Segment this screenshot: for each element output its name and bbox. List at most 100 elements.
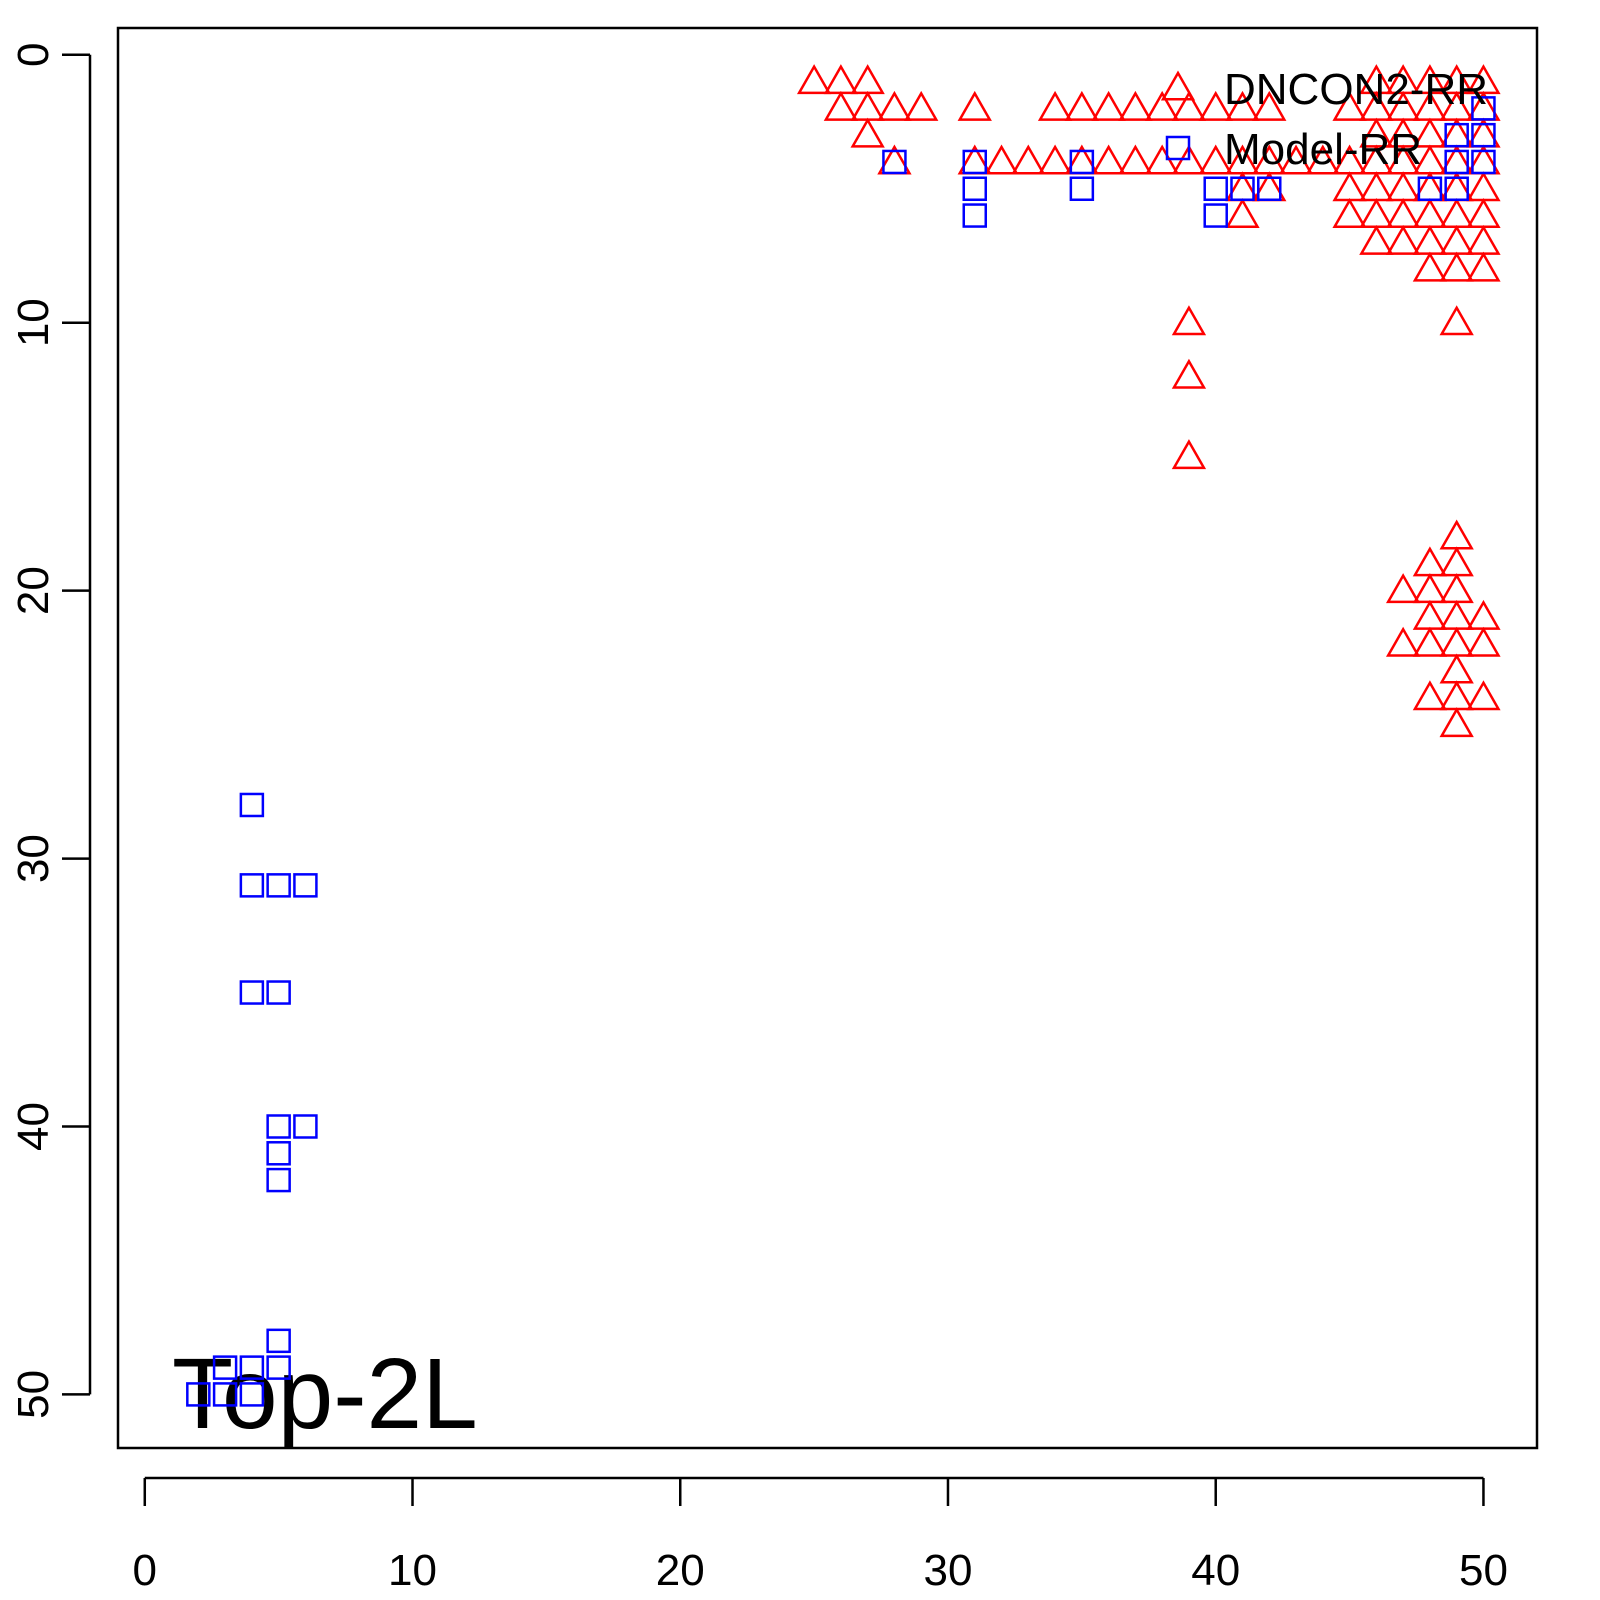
triangle-point [1278, 144, 1314, 175]
triangle-point [1171, 439, 1207, 470]
triangle-point [1118, 90, 1153, 121]
triangle-point [1466, 224, 1501, 255]
square-point [239, 1382, 265, 1407]
triangle-point [1064, 90, 1100, 121]
triangle-point [1466, 626, 1501, 657]
triangle-point [850, 90, 885, 121]
square-point [1069, 149, 1095, 175]
triangle-point [1385, 198, 1421, 229]
triangle-point [1466, 599, 1501, 630]
legend-label: Model-RR [1224, 125, 1422, 174]
triangle-point [850, 64, 885, 95]
triangle-point [1305, 144, 1340, 175]
triangle-point [1359, 171, 1394, 202]
triangle-point [957, 90, 992, 121]
square-point [962, 176, 988, 202]
triangle-point [1412, 680, 1448, 711]
triangle-point [1439, 707, 1474, 738]
triangle-point [1412, 546, 1448, 577]
square-point [186, 1382, 211, 1407]
triangle-point [1145, 90, 1180, 121]
triangle-point [1439, 305, 1474, 336]
square-point [1257, 176, 1282, 202]
square-point [1471, 96, 1496, 121]
triangle-point [1198, 90, 1233, 121]
triangle-point [1466, 680, 1501, 711]
triangle-point [1252, 90, 1287, 121]
square-point [212, 1355, 238, 1380]
y-tick-label: 20 [9, 566, 58, 615]
square-point [266, 1328, 291, 1354]
triangle-point [1332, 171, 1367, 202]
triangle-point [823, 64, 859, 95]
legend-label: DNCON2-RR [1224, 65, 1488, 114]
square-point [1203, 176, 1228, 202]
square-point [293, 1114, 318, 1139]
triangle-point [1439, 599, 1474, 630]
triangle-point [1037, 90, 1073, 121]
square-point [239, 792, 265, 818]
triangle-point [1011, 144, 1046, 175]
plot-frame [116, 26, 1539, 1450]
square-point [1203, 203, 1228, 228]
triangle-point [877, 90, 912, 121]
square-point [962, 149, 988, 175]
x-tick-label: 20 [656, 1546, 705, 1595]
triangle-point [1439, 626, 1474, 657]
legend-symbol [1160, 70, 1196, 101]
annotation: Top-2L [172, 1338, 478, 1450]
triangle-point [1385, 626, 1421, 657]
triangle-point [796, 64, 832, 95]
triangle-point [1198, 144, 1233, 175]
triangle-point [1466, 251, 1501, 282]
triangle-point [1332, 198, 1367, 229]
legend-symbol [1165, 135, 1191, 161]
triangle-point [1439, 519, 1474, 550]
x-tick-label: 40 [1191, 1546, 1240, 1595]
triangle-point [904, 90, 939, 121]
triangle-point [1171, 358, 1207, 389]
triangle-point [1466, 198, 1501, 229]
x-tick-label: 50 [1459, 1546, 1508, 1595]
square-point [239, 980, 265, 1005]
y-tick-label: 40 [9, 1102, 58, 1151]
y-tick-label: 10 [9, 298, 58, 347]
y-tick-label: 30 [9, 834, 58, 883]
triangle-point [1439, 546, 1474, 577]
triangle-point [1439, 573, 1474, 604]
square-point [1069, 176, 1095, 202]
triangle-point [1439, 251, 1474, 282]
triangle-point [1118, 144, 1153, 175]
square-point [1417, 176, 1443, 202]
square-point [1230, 176, 1255, 202]
square-point [266, 1167, 291, 1193]
triangle-point [1225, 198, 1260, 229]
x-tick-label: 30 [924, 1546, 973, 1595]
triangle-point [1091, 90, 1126, 121]
triangle-point [1037, 144, 1073, 175]
triangle-point [1385, 171, 1421, 202]
triangle-point [1412, 573, 1448, 604]
square-point [1444, 122, 1469, 148]
square-point [882, 149, 907, 175]
square-point [266, 873, 291, 898]
square-point [1471, 122, 1496, 148]
triangle-point [1091, 144, 1126, 175]
triangle-point [1439, 653, 1474, 684]
triangle-point [1385, 573, 1421, 604]
triangle-point [1412, 251, 1448, 282]
triangle-point [984, 144, 1019, 175]
triangle-point [1171, 90, 1207, 121]
triangle-point [1171, 305, 1207, 336]
square-point [239, 873, 265, 898]
y-tick-label: 0 [9, 43, 58, 67]
triangle-point [1359, 224, 1394, 255]
square-point [266, 980, 291, 1005]
triangle-point [1439, 224, 1474, 255]
square-point [239, 1355, 265, 1380]
square-point [266, 1141, 291, 1166]
square-point [212, 1382, 238, 1407]
triangle-point [1439, 198, 1474, 229]
square-point [1471, 149, 1496, 175]
